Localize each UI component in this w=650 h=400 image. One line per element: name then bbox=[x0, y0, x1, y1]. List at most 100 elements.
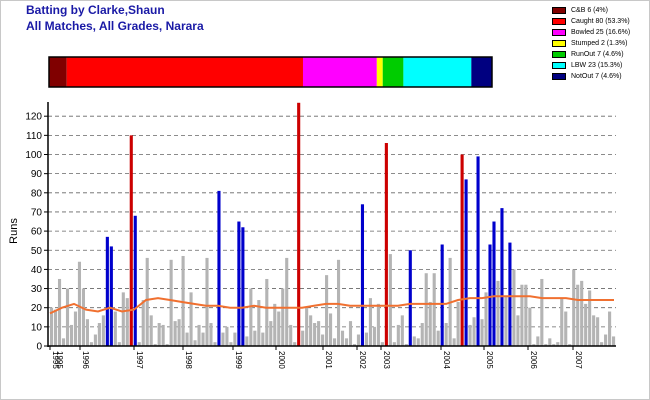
innings-bar bbox=[329, 313, 333, 346]
innings-bar bbox=[317, 321, 321, 346]
innings-bar bbox=[305, 307, 309, 346]
innings-bar bbox=[313, 323, 317, 346]
innings-bar bbox=[608, 311, 612, 346]
innings-bar bbox=[500, 208, 504, 346]
innings-bar bbox=[105, 236, 109, 346]
innings-bar bbox=[73, 311, 78, 346]
legend-label: Caught 80 (53.3%) bbox=[571, 18, 630, 25]
innings-bar bbox=[596, 317, 600, 346]
legend-swatch bbox=[552, 73, 566, 80]
innings-bar bbox=[209, 323, 213, 346]
x-tick-label: 1998 bbox=[184, 351, 193, 369]
innings-bar bbox=[348, 321, 353, 346]
legend-swatch bbox=[552, 62, 566, 69]
innings-bar bbox=[181, 255, 185, 346]
x-tick-label: 2007 bbox=[574, 351, 583, 369]
y-tick-label: 30 bbox=[31, 284, 43, 295]
x-tick-label: 2003 bbox=[382, 351, 391, 369]
innings-bar bbox=[536, 336, 540, 346]
y-tick-labels: 0 10 20 30 40 50 60 70 80 90 100 110 120 bbox=[25, 112, 42, 353]
innings-bar bbox=[241, 227, 245, 346]
innings-bar bbox=[97, 323, 101, 346]
y-tick-label: 80 bbox=[31, 188, 43, 199]
innings-bar bbox=[508, 242, 512, 346]
innings-bar bbox=[416, 338, 420, 346]
x-tick-label: 1995 bbox=[55, 351, 64, 369]
innings-bar bbox=[65, 288, 70, 346]
innings-bar bbox=[193, 340, 197, 346]
innings-bar bbox=[53, 309, 58, 346]
innings-bar bbox=[352, 344, 357, 346]
innings-bar bbox=[556, 342, 560, 346]
innings-bar bbox=[432, 273, 436, 346]
innings-bar bbox=[269, 321, 273, 346]
innings-bar bbox=[145, 257, 149, 346]
innings-bar bbox=[157, 323, 161, 346]
innings-bar bbox=[257, 300, 261, 346]
innings-bar bbox=[564, 311, 568, 346]
innings-bar bbox=[384, 143, 388, 346]
innings-bar bbox=[57, 278, 62, 346]
innings-bar bbox=[368, 298, 372, 346]
innings-bar bbox=[85, 319, 89, 346]
innings-bar bbox=[460, 154, 464, 346]
innings-bar bbox=[117, 342, 121, 346]
innings-bar bbox=[109, 246, 113, 346]
innings-bar bbox=[233, 332, 237, 346]
y-tick-label: 20 bbox=[31, 303, 43, 314]
legend-label: Bowled 25 (16.6%) bbox=[571, 29, 631, 36]
innings-bar bbox=[333, 338, 337, 346]
innings-bar bbox=[412, 336, 416, 346]
innings-bar bbox=[101, 315, 105, 346]
innings-bar bbox=[396, 324, 400, 346]
innings-bar bbox=[492, 221, 496, 346]
dismissal-stack-bar bbox=[48, 56, 493, 88]
chart-title: Batting by Clarke,Shaun bbox=[26, 3, 165, 17]
innings-bar bbox=[544, 344, 548, 346]
innings-bar bbox=[472, 317, 476, 346]
innings-bar bbox=[213, 342, 217, 346]
axes bbox=[47, 102, 616, 347]
y-tick-label: 40 bbox=[31, 265, 43, 276]
innings-bar bbox=[404, 344, 408, 346]
innings-bar bbox=[89, 342, 93, 346]
y-tick-label: 50 bbox=[31, 246, 43, 257]
innings-bar bbox=[504, 296, 508, 346]
innings-bar bbox=[428, 301, 432, 346]
y-tick-label: 90 bbox=[31, 169, 43, 180]
x-tick-label: 1996 bbox=[81, 351, 90, 369]
innings-bar bbox=[169, 259, 173, 346]
x-tick-label: 1997 bbox=[135, 351, 144, 369]
innings-bar bbox=[93, 334, 97, 346]
innings-bar bbox=[532, 344, 536, 346]
y-tick-label: 120 bbox=[25, 112, 42, 123]
innings-bar bbox=[496, 280, 500, 346]
stack-segment-runout bbox=[382, 57, 404, 87]
innings-bar bbox=[249, 288, 253, 346]
innings-bar bbox=[125, 298, 129, 346]
innings-bar bbox=[293, 342, 297, 346]
innings-bar bbox=[185, 332, 189, 346]
innings-bar bbox=[121, 292, 125, 346]
stack-segment-cb bbox=[49, 57, 67, 87]
innings-bar bbox=[552, 344, 556, 346]
innings-bar bbox=[468, 324, 472, 346]
innings-bar bbox=[285, 257, 289, 346]
legend-swatch bbox=[552, 40, 566, 47]
innings-bar bbox=[301, 330, 305, 346]
innings-bar bbox=[548, 338, 552, 346]
legend-swatch bbox=[552, 18, 566, 25]
innings-bar bbox=[277, 311, 281, 346]
x-tick-label: 2002 bbox=[358, 351, 367, 369]
legend-label: RunOut 7 (4.6%) bbox=[571, 51, 624, 58]
innings-bar bbox=[420, 323, 424, 346]
innings-bar bbox=[408, 250, 412, 346]
legend-label: C&B 6 (4%) bbox=[571, 7, 608, 14]
average-line bbox=[49, 295, 614, 315]
innings-bar bbox=[229, 342, 233, 346]
innings-bar bbox=[584, 303, 588, 346]
innings-bar bbox=[237, 221, 241, 346]
innings-bar bbox=[177, 319, 181, 346]
innings-bar bbox=[488, 244, 492, 346]
innings-bar bbox=[476, 156, 480, 346]
